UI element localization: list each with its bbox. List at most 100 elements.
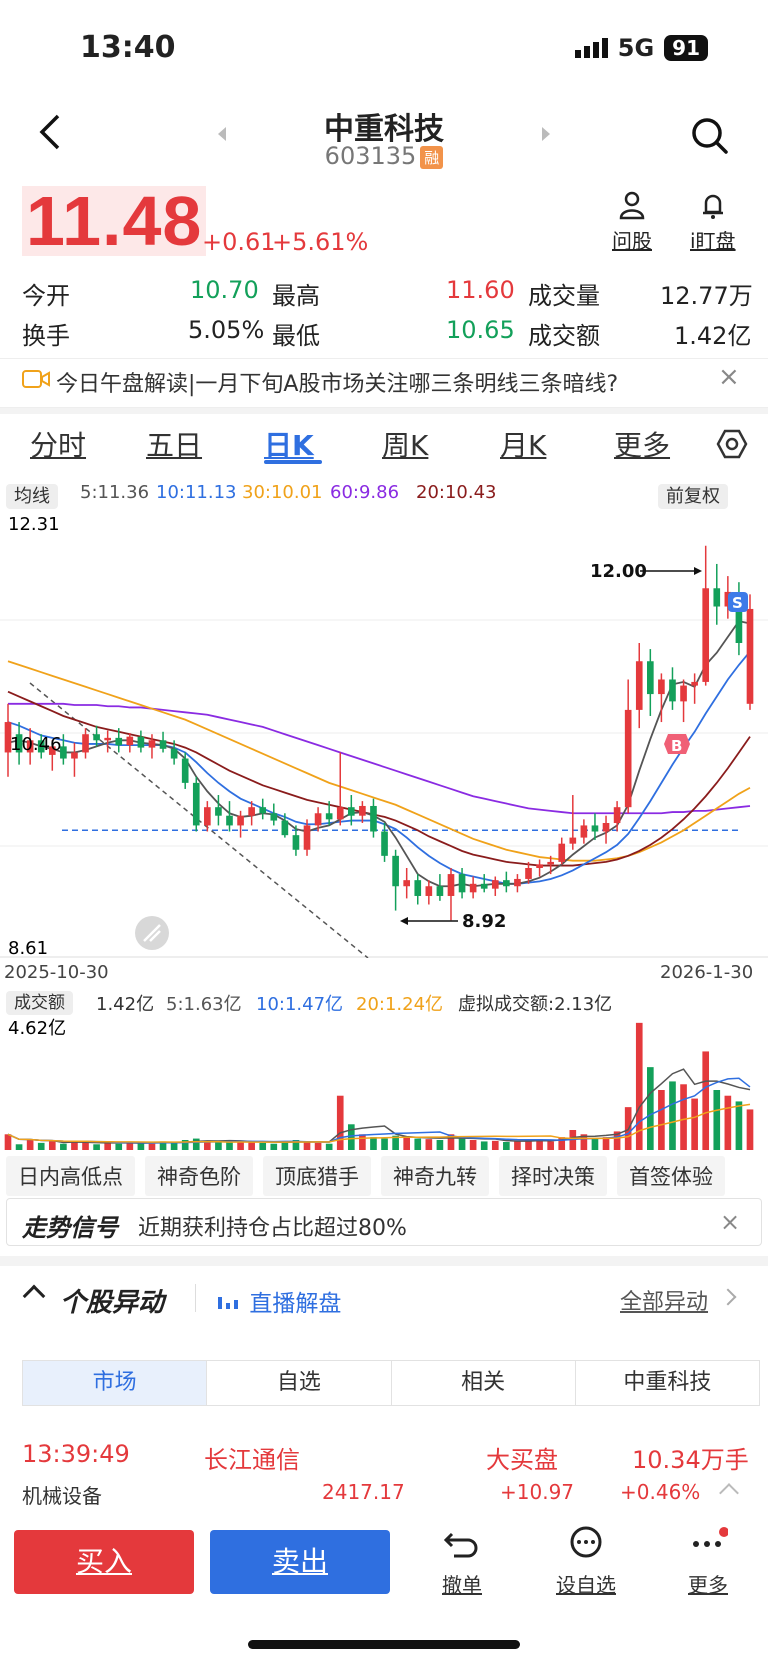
candle-body bbox=[547, 861, 554, 865]
volume-bar bbox=[436, 1140, 444, 1150]
tool-color-scale[interactable]: 神奇色阶 bbox=[145, 1156, 253, 1196]
candle-body bbox=[93, 734, 100, 741]
candle-body bbox=[37, 740, 45, 753]
settings-icon[interactable] bbox=[716, 428, 748, 460]
search-icon[interactable] bbox=[690, 116, 730, 156]
tab-monthly-k[interactable]: 月K bbox=[500, 429, 547, 462]
current-price: 11.48 bbox=[26, 182, 203, 260]
ask-stock-button[interactable]: 问股 bbox=[612, 190, 652, 254]
trend-signal-bar[interactable] bbox=[6, 1198, 762, 1246]
ma-selector[interactable]: 均线 bbox=[6, 482, 58, 509]
candle-body bbox=[613, 807, 621, 823]
tool-intraday-highlow[interactable]: 日内高低点 bbox=[6, 1156, 135, 1196]
tab-watchlist[interactable]: 自选 bbox=[207, 1361, 392, 1405]
tab-daily-k[interactable]: 日K bbox=[264, 429, 314, 462]
volume-bar bbox=[126, 1142, 134, 1150]
candle-body bbox=[669, 679, 676, 702]
tool-top-bottom[interactable]: 顶底猎手 bbox=[263, 1156, 371, 1196]
buy-button[interactable]: 买入 bbox=[14, 1530, 194, 1594]
trend-signal-text[interactable]: 近期获利持仓占比超过80% bbox=[138, 1216, 407, 1241]
volume-bar bbox=[281, 1141, 289, 1150]
candle-body bbox=[248, 807, 255, 816]
volume-bar bbox=[104, 1142, 111, 1150]
volume-bar bbox=[514, 1141, 521, 1150]
candle-body bbox=[425, 886, 433, 896]
live-commentary-button[interactable]: 直播解盘 bbox=[216, 1284, 341, 1318]
volume-bar bbox=[724, 1095, 732, 1150]
volume-bar bbox=[613, 1131, 621, 1150]
ma5-value: 5:11.36 bbox=[80, 482, 150, 503]
volume-bar bbox=[713, 1090, 721, 1150]
candle-body bbox=[281, 820, 289, 836]
chevron-up-icon[interactable] bbox=[719, 1483, 739, 1503]
candle-body bbox=[137, 736, 145, 748]
high-value: 11.60 bbox=[446, 276, 515, 304]
network-label: 5G bbox=[617, 34, 655, 62]
news-headline[interactable]: 今日午盘解读|一月下旬A股市场关注哪三条明线三条暗线? bbox=[56, 372, 619, 397]
divider bbox=[195, 1284, 196, 1312]
svg-text:B: B bbox=[671, 737, 682, 755]
candle-body bbox=[702, 588, 710, 682]
y-min-label: 8.61 bbox=[8, 938, 48, 958]
ma60-value: 60:9.86 bbox=[330, 482, 400, 503]
tool-trial[interactable]: 首签体验 bbox=[617, 1156, 725, 1196]
buy-marker[interactable]: B bbox=[664, 734, 690, 755]
stock-code: 603135 bbox=[324, 142, 417, 170]
candle-body bbox=[381, 831, 388, 856]
candle-body bbox=[469, 883, 477, 893]
volume-ma20-line bbox=[7, 1103, 751, 1143]
tab-related[interactable]: 相关 bbox=[392, 1361, 576, 1405]
chevron-right-icon[interactable] bbox=[719, 1288, 737, 1306]
adjust-selector[interactable]: 前复权 bbox=[658, 482, 728, 509]
cancel-order-button[interactable]: 撤单 bbox=[442, 1526, 482, 1598]
volume-chart[interactable]: 4.62亿 bbox=[0, 1012, 768, 1150]
trend-close-icon[interactable]: × bbox=[720, 1208, 741, 1236]
high-arrow-head bbox=[694, 567, 702, 575]
tab-more[interactable]: 更多 bbox=[614, 429, 671, 462]
movement-stock[interactable]: 长江通信 bbox=[204, 1446, 300, 1474]
volume-bar bbox=[547, 1141, 554, 1150]
volume-ma20: 20:1.24亿 bbox=[356, 994, 444, 1015]
watch-button[interactable]: i盯盘 bbox=[690, 190, 736, 254]
status-indicators: 5G 91 bbox=[574, 34, 708, 62]
candle-body bbox=[503, 880, 510, 887]
tab-market[interactable]: 市场 bbox=[23, 1361, 208, 1405]
candlestick-chart[interactable]: 12.31 10.46 8.61 12.00 8.92 B S bbox=[0, 508, 768, 958]
tab-five-day[interactable]: 五日 bbox=[146, 429, 203, 462]
battery-icon: 91 bbox=[664, 35, 708, 61]
high-annotation: 12.00 bbox=[590, 561, 647, 582]
tab-intraday[interactable]: 分时 bbox=[30, 429, 87, 462]
back-icon[interactable] bbox=[36, 112, 66, 152]
drawing-tool-icon[interactable] bbox=[135, 916, 169, 950]
volume-current: 1.42亿 bbox=[96, 994, 155, 1015]
divider bbox=[0, 1256, 768, 1266]
ma30-value: 30:10.01 bbox=[242, 482, 323, 503]
candle-body bbox=[724, 591, 732, 607]
more-button[interactable]: 更多 bbox=[688, 1526, 729, 1598]
add-watchlist-button[interactable]: 设自选 bbox=[556, 1526, 616, 1598]
margin-badge: 融 bbox=[420, 145, 444, 169]
volume-bar bbox=[447, 1134, 455, 1150]
sell-marker[interactable]: S bbox=[728, 592, 748, 612]
volume-bar bbox=[425, 1139, 433, 1150]
all-movements-link[interactable]: 全部异动 bbox=[620, 1290, 709, 1315]
news-bar[interactable] bbox=[0, 358, 768, 408]
price-box: 11.48 bbox=[22, 182, 207, 260]
volume-bar bbox=[458, 1138, 466, 1150]
volume-selector[interactable]: 成交额 bbox=[6, 988, 73, 1015]
volume-bar bbox=[691, 1098, 698, 1150]
candle-body bbox=[115, 737, 123, 746]
volume-bar bbox=[4, 1134, 12, 1150]
next-stock-icon[interactable] bbox=[542, 127, 550, 141]
tab-weekly-k[interactable]: 周K bbox=[382, 429, 429, 462]
virtual-volume: 虚拟成交额:2.13亿 bbox=[458, 994, 613, 1015]
tab-this-stock[interactable]: 中重科技 bbox=[623, 1370, 712, 1395]
collapse-chevron-icon[interactable] bbox=[22, 1284, 46, 1308]
candle-body bbox=[192, 782, 200, 826]
sell-button[interactable]: 卖出 bbox=[210, 1530, 390, 1594]
tool-nine-turn[interactable]: 神奇九转 bbox=[381, 1156, 489, 1196]
more-dots-icon bbox=[693, 1527, 729, 1547]
tool-timing[interactable]: 择时决策 bbox=[499, 1156, 607, 1196]
news-close-icon[interactable]: × bbox=[718, 362, 740, 392]
prev-stock-icon[interactable] bbox=[218, 127, 226, 141]
